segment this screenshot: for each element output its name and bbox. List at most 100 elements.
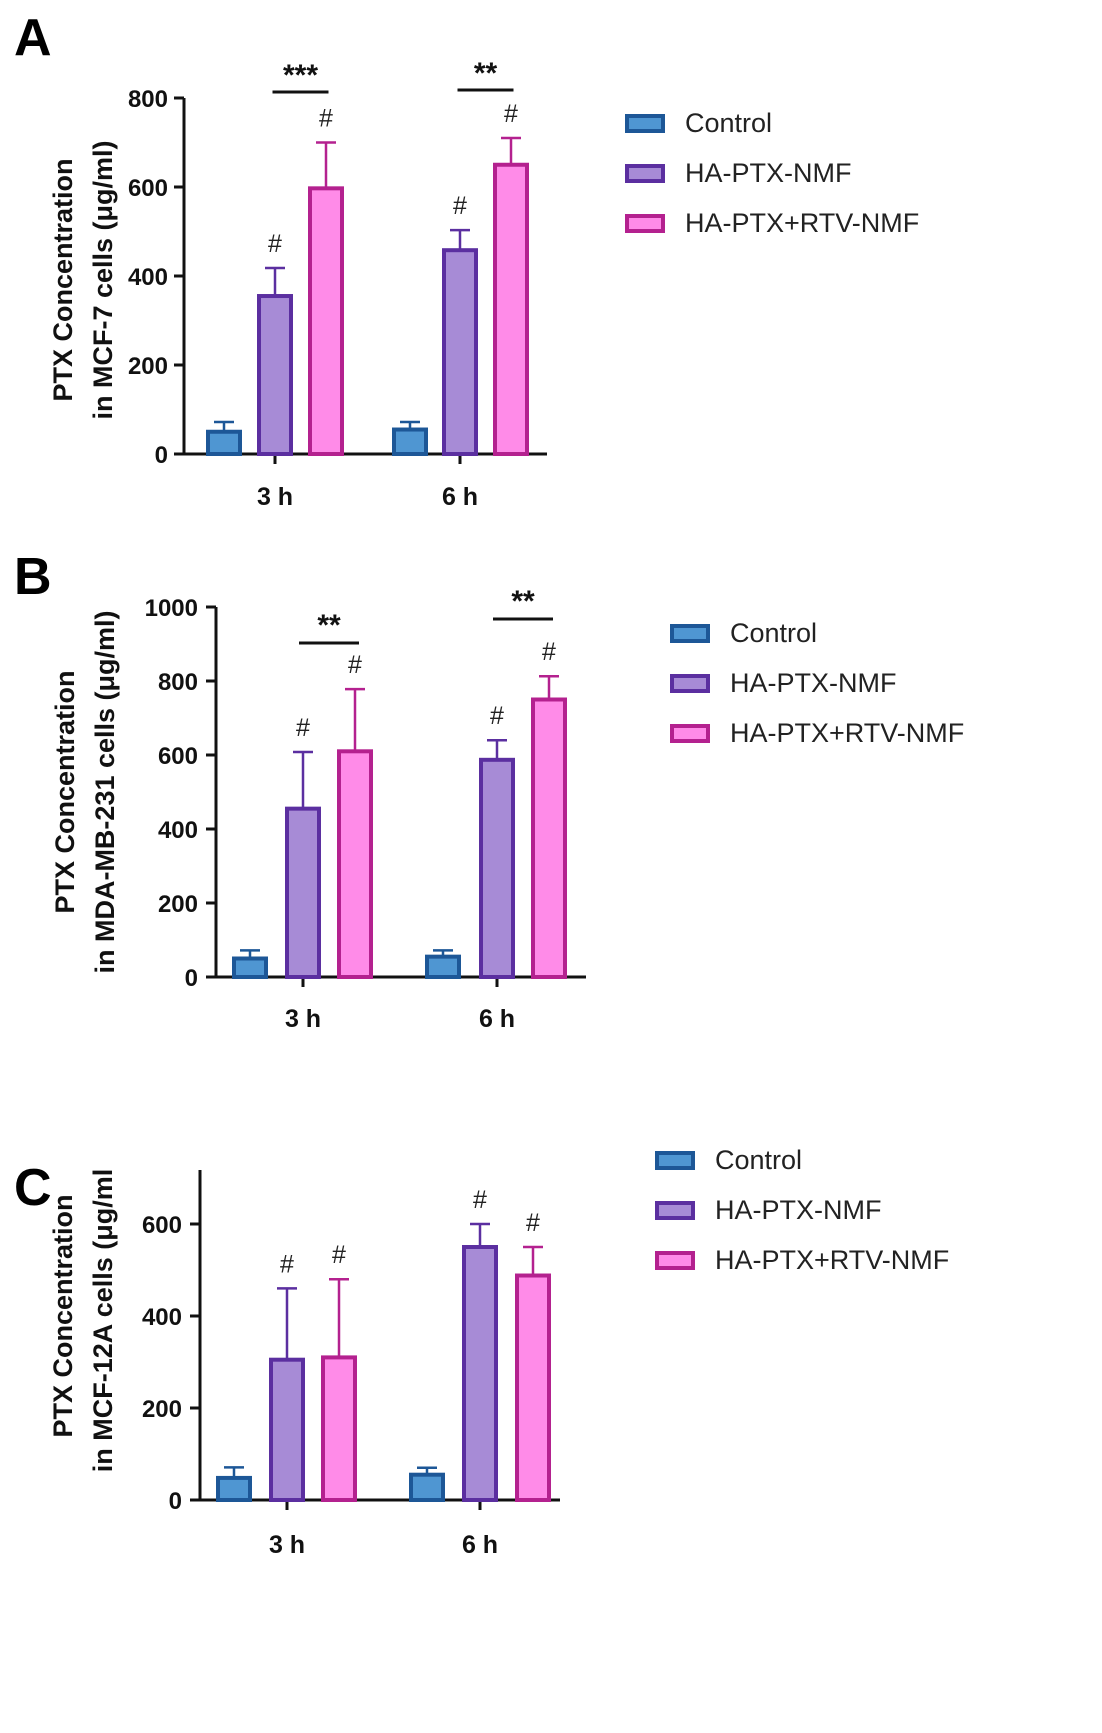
y-tick-label: 600	[128, 175, 168, 202]
legend-b: Control HA-PTX-NMF HA-PTX+RTV-NMF	[670, 608, 964, 758]
legend-label: HA-PTX+RTV-NMF	[715, 1244, 950, 1275]
bar-control	[409, 1472, 445, 1503]
bar-ha-ptx-nmf	[442, 248, 478, 456]
bar-control	[392, 427, 428, 456]
legend-label: HA-PTX+RTV-NMF	[685, 207, 920, 238]
legend-label: Control	[685, 107, 773, 138]
y-axis-label-line1: PTX Concentration	[48, 1194, 78, 1437]
legend-item-ha-ptx-rtv-nmf: HA-PTX+RTV-NMF	[625, 198, 919, 248]
legend-item-ha-ptx-nmf: HA-PTX-NMF	[625, 148, 919, 198]
y-tick-label: 600	[158, 743, 198, 770]
y-tick-label: 200	[142, 1396, 182, 1423]
legend-a: Control HA-PTX-NMF HA-PTX+RTV-NMF	[625, 98, 919, 248]
significance-hash: #	[490, 702, 504, 730]
significance-hash: #	[453, 192, 467, 220]
y-tick-label: 400	[142, 1304, 182, 1331]
chart-a-plot: 0 200 400 600 800 PTX Concentration in MCF-7 c…	[48, 57, 547, 511]
bar-ha-ptx-nmf	[285, 806, 321, 979]
panel-a: A 0 200 400 600 800 PTX Concentration in MCF-7…	[0, 0, 1102, 570]
legend-swatch-control	[625, 113, 665, 133]
chart-a-svg: 0 200 400 600 800 PTX Concentration in MCF-7 c…	[48, 57, 547, 511]
bar-ha-ptx-nmf	[479, 757, 515, 979]
legend-swatch-control	[655, 1150, 695, 1170]
bar-ha-ptx-rtv-nmf	[515, 1273, 551, 1502]
bar-control	[232, 956, 268, 979]
panel-label-b: B	[14, 548, 52, 606]
legend-swatch-ha-ptx-nmf	[625, 163, 665, 183]
significance-hash: #	[526, 1209, 540, 1237]
significance-hash: #	[296, 714, 310, 742]
bar-control	[216, 1475, 252, 1503]
legend-item-ha-ptx-rtv-nmf: HA-PTX+RTV-NMF	[655, 1235, 949, 1285]
significance-hash: #	[542, 638, 556, 666]
legend-swatch-ha-ptx-rtv-nmf	[670, 723, 710, 743]
legend-c: Control HA-PTX-NMF HA-PTX+RTV-NMF	[655, 1135, 949, 1285]
significance-hash: #	[332, 1241, 346, 1269]
legend-label: Control	[730, 617, 818, 648]
legend-item-ha-ptx-rtv-nmf: HA-PTX+RTV-NMF	[670, 708, 964, 758]
legend-item-control: Control	[655, 1135, 949, 1185]
significance-hash: #	[348, 651, 362, 679]
legend-item-control: Control	[625, 98, 919, 148]
significance-hash: #	[268, 230, 282, 258]
y-tick-label: 600	[142, 1212, 182, 1239]
y-tick-label: 200	[158, 891, 198, 918]
significance-hash: #	[473, 1186, 487, 1214]
x-tick-label: 3 h	[285, 1005, 321, 1033]
bar-control	[425, 954, 461, 979]
y-tick-label: 400	[128, 264, 168, 291]
legend-label: HA-PTX+RTV-NMF	[730, 717, 965, 748]
significance-stars: ***	[283, 59, 318, 92]
legend-swatch-ha-ptx-rtv-nmf	[625, 213, 665, 233]
x-tick-label: 6 h	[442, 483, 478, 511]
y-tick-label: 800	[128, 86, 168, 113]
y-axis-label-line1: PTX Concentration	[50, 670, 80, 913]
bar-ha-ptx-nmf	[269, 1357, 305, 1502]
y-axis-label-line2: in MDA-MB-231 cells (μg/ml)	[90, 610, 120, 973]
significance-stars: **	[511, 585, 535, 618]
y-axis-label-line2: in MCF-7 cells (μg/ml)	[88, 140, 118, 419]
y-tick-label: 400	[158, 817, 198, 844]
significance-hash: #	[319, 105, 333, 133]
significance-stars: **	[474, 57, 498, 90]
bar-ha-ptx-rtv-nmf	[493, 162, 529, 456]
legend-item-ha-ptx-nmf: HA-PTX-NMF	[655, 1185, 949, 1235]
legend-swatch-ha-ptx-rtv-nmf	[655, 1250, 695, 1270]
bar-ha-ptx-nmf	[462, 1245, 498, 1502]
x-tick-label: 3 h	[257, 483, 293, 511]
legend-swatch-control	[670, 623, 710, 643]
legend-label: Control	[715, 1144, 803, 1175]
legend-item-control: Control	[670, 608, 964, 658]
panel-label-a: A	[14, 9, 52, 67]
panel-b: B 0 200 400 600 800 1000 PTX Concentration in M…	[0, 548, 1102, 1155]
bar-ha-ptx-rtv-nmf	[531, 697, 567, 979]
legend-label: HA-PTX-NMF	[685, 157, 852, 188]
bar-ha-ptx-rtv-nmf	[321, 1355, 357, 1502]
y-tick-label: 0	[169, 1488, 182, 1515]
significance-stars: **	[317, 609, 341, 642]
y-tick-label: 200	[128, 353, 168, 380]
y-tick-label: 0	[185, 965, 198, 992]
bar-ha-ptx-rtv-nmf	[337, 749, 373, 979]
bar-control	[206, 429, 242, 456]
y-axis-label-line1: PTX Concentration	[48, 158, 78, 401]
legend-label: HA-PTX-NMF	[715, 1194, 882, 1225]
x-tick-label: 3 h	[269, 1531, 305, 1559]
y-tick-label: 1000	[145, 595, 198, 622]
significance-hash: #	[280, 1250, 294, 1278]
legend-label: HA-PTX-NMF	[730, 667, 897, 698]
y-tick-label: 800	[158, 669, 198, 696]
legend-item-ha-ptx-nmf: HA-PTX-NMF	[670, 658, 964, 708]
legend-swatch-ha-ptx-nmf	[670, 673, 710, 693]
legend-swatch-ha-ptx-nmf	[655, 1200, 695, 1220]
x-tick-label: 6 h	[462, 1531, 498, 1559]
bar-ha-ptx-nmf	[257, 294, 293, 456]
panel-label-c: C	[14, 1159, 52, 1217]
y-tick-label: 0	[155, 442, 168, 469]
y-axis-label-line2: in MCF-12A cells (μg/ml)	[88, 1170, 118, 1472]
chart-b-svg: 0 200 400 600 800 1000 PTX Concentration in MDA…	[50, 585, 586, 1033]
significance-hash: #	[504, 100, 518, 128]
x-tick-label: 6 h	[479, 1005, 515, 1033]
